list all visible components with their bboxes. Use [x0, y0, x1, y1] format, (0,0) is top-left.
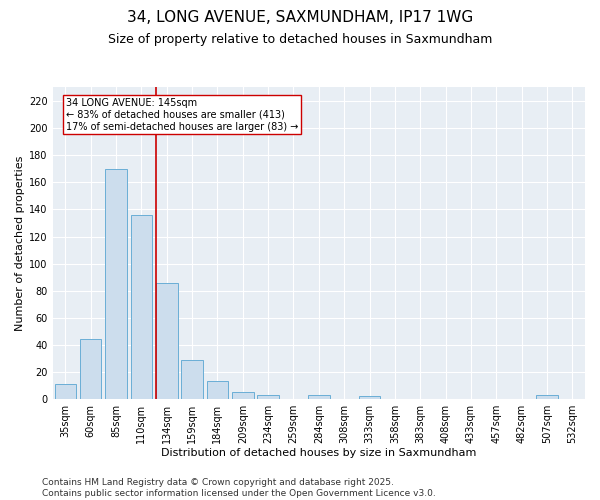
Bar [55, 384, 76, 399]
Bar [232, 392, 254, 399]
Bar [536, 395, 558, 399]
Text: Size of property relative to detached houses in Saxmundham: Size of property relative to detached ho… [108, 32, 492, 46]
Y-axis label: Number of detached properties: Number of detached properties [15, 156, 25, 331]
Bar [206, 382, 228, 399]
Bar [359, 396, 380, 399]
X-axis label: Distribution of detached houses by size in Saxmundham: Distribution of detached houses by size … [161, 448, 476, 458]
Bar [131, 215, 152, 399]
Bar [105, 169, 127, 399]
Bar [181, 360, 203, 399]
Bar [156, 282, 178, 399]
Text: 34, LONG AVENUE, SAXMUNDHAM, IP17 1WG: 34, LONG AVENUE, SAXMUNDHAM, IP17 1WG [127, 10, 473, 25]
Text: 34 LONG AVENUE: 145sqm
← 83% of detached houses are smaller (413)
17% of semi-de: 34 LONG AVENUE: 145sqm ← 83% of detached… [66, 98, 298, 132]
Text: Contains HM Land Registry data © Crown copyright and database right 2025.
Contai: Contains HM Land Registry data © Crown c… [42, 478, 436, 498]
Bar [80, 340, 101, 399]
Bar [308, 395, 329, 399]
Bar [257, 395, 279, 399]
